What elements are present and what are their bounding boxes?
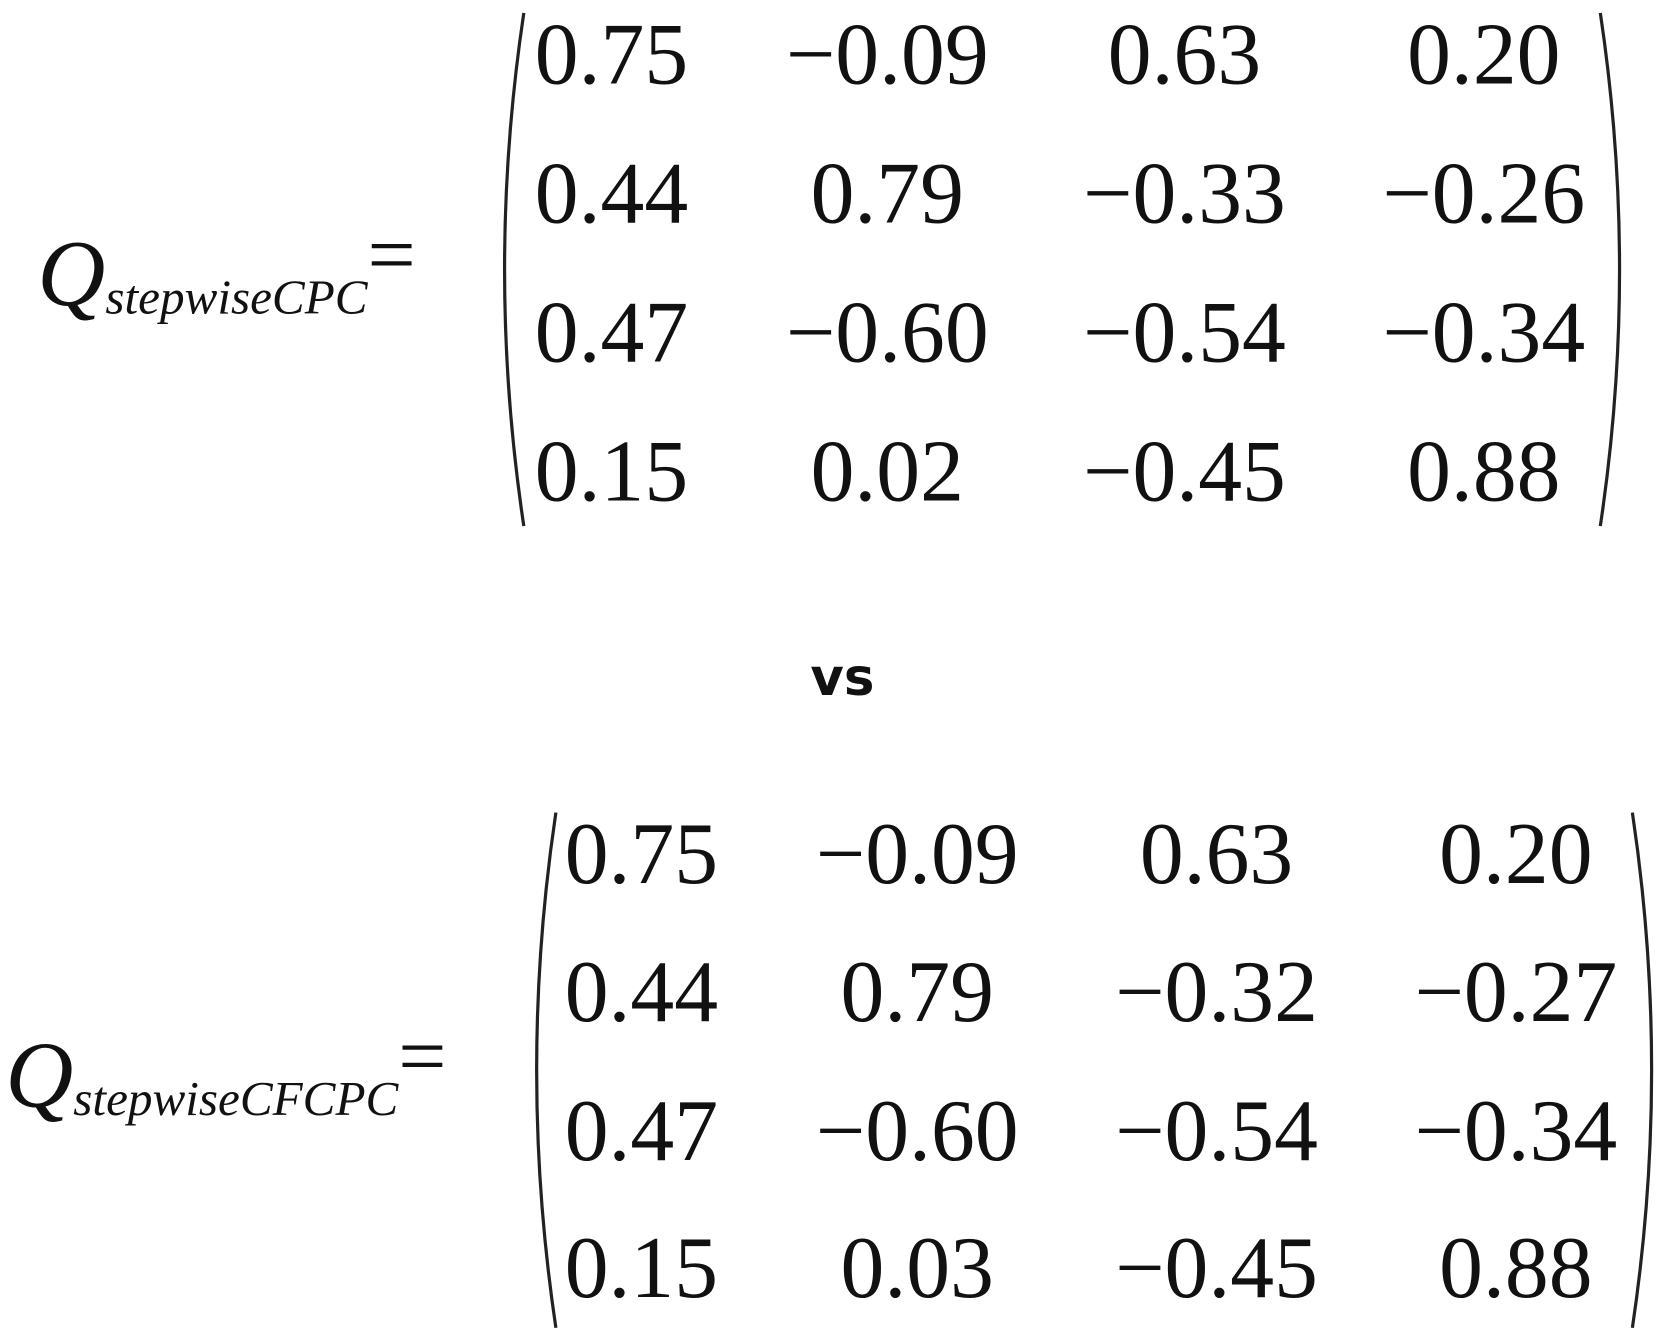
matrix-entry: 0.15 [565, 1219, 718, 1316]
right-paren [1630, 812, 1654, 1329]
matrix-entry: −0.54 [1083, 283, 1286, 380]
matrix-entry: −0.54 [1115, 1082, 1318, 1179]
matrix-entry: 0.20 [1407, 5, 1560, 102]
symbol: Q [37, 222, 105, 326]
subscript: stepwiseCFCPC [73, 1071, 399, 1126]
matrix-entry: 0.75 [535, 5, 688, 102]
left-paren [535, 812, 558, 1329]
matrix-entry: −0.27 [1414, 943, 1617, 1040]
matrix-entry: 0.47 [535, 283, 688, 380]
matrix-entry: −0.26 [1382, 144, 1585, 241]
relation: = [368, 208, 416, 302]
matrix-entry: 0.79 [811, 144, 964, 241]
matrix-entry: 0.47 [565, 1082, 718, 1179]
separator: vs [810, 648, 874, 708]
matrix-entry: −0.33 [1083, 144, 1286, 241]
matrix-entry: 0.15 [535, 422, 688, 519]
matrix-entry: −0.45 [1115, 1219, 1318, 1316]
matrix-entry: −0.34 [1414, 1082, 1617, 1179]
matrix-entry: −0.09 [786, 5, 989, 102]
matrix-entry: 0.02 [811, 422, 964, 519]
matrix-entry: 0.88 [1439, 1219, 1592, 1316]
matrix-entry: −0.60 [816, 1082, 1019, 1179]
matrix-entry: 0.03 [841, 1219, 994, 1316]
matrix-entry: 0.44 [565, 943, 718, 1040]
matrix-entry: 0.44 [535, 144, 688, 241]
matrix-entry: −0.34 [1382, 283, 1585, 380]
matrix-entry: 0.79 [841, 943, 994, 1040]
matrix-label: QstepwiseCFCPC= [5, 1010, 446, 1127]
subscript: stepwiseCPC [105, 269, 368, 324]
matrix-entry: 0.88 [1407, 422, 1560, 519]
matrix-entry: −0.45 [1083, 422, 1286, 519]
matrix-entry: 0.63 [1108, 5, 1261, 102]
relation: = [398, 1010, 446, 1104]
left-paren [503, 12, 526, 527]
matrix-label: QstepwiseCPC= [37, 208, 415, 325]
symbol: Q [5, 1024, 73, 1128]
matrix-entry: 0.63 [1140, 805, 1293, 902]
matrix-entry: −0.60 [786, 283, 989, 380]
right-paren [1598, 12, 1622, 527]
matrix-entry: −0.09 [816, 805, 1019, 902]
matrix-entry: 0.20 [1439, 805, 1592, 902]
matrix-entry: −0.32 [1115, 943, 1318, 1040]
matrix-entry: 0.75 [565, 805, 718, 902]
